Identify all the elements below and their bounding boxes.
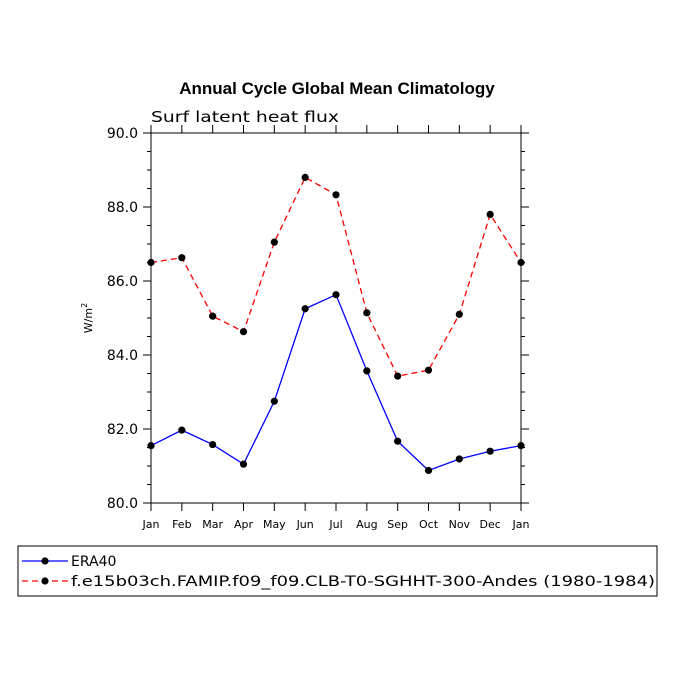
data-point: [394, 437, 402, 445]
legend-marker: [41, 577, 49, 585]
x-tick-label: Apr: [234, 518, 254, 531]
x-tick-label: Jun: [296, 518, 314, 531]
y-tick-label: 86.0: [107, 274, 138, 290]
y-tick-label: 90.0: [107, 126, 138, 142]
data-point: [270, 238, 278, 246]
x-tick-label: Mar: [202, 518, 223, 531]
data-point: [178, 426, 186, 434]
data-point: [147, 442, 155, 450]
data-point: [517, 258, 525, 267]
x-tick-label: Jan: [142, 518, 160, 531]
data-point: [455, 310, 463, 318]
y-axis-ticks: 80.0 82.0 84.0 86.0 88.0 90.0: [107, 126, 529, 512]
data-point: [363, 309, 371, 317]
data-point: [363, 367, 371, 375]
data-point: [394, 372, 402, 380]
chart-subtitle: Surf latent heat flux: [151, 108, 339, 126]
y-axis-label-unit: W/m: [82, 308, 95, 333]
data-point: [301, 173, 309, 181]
data-point: [239, 328, 248, 336]
y-axis-label-exponent: 2: [80, 303, 89, 308]
data-point: [332, 291, 340, 299]
data-point: [486, 447, 494, 455]
x-tick-label: Jul: [328, 518, 342, 531]
y-axis-label: W/m2: [80, 303, 95, 333]
legend-label: f.e15b03ch.FAMIP.f09_f09.CLB-T0-SGHHT-30…: [71, 574, 655, 590]
y-tick-label: 82.0: [107, 422, 138, 438]
x-tick-label: Oct: [419, 518, 439, 531]
data-point: [178, 254, 186, 262]
data-point: [209, 312, 217, 320]
data-point: [209, 440, 217, 449]
y-tick-label: 88.0: [107, 200, 138, 216]
data-point: [239, 460, 248, 468]
x-tick-label: Sep: [387, 518, 408, 531]
x-tick-label: May: [263, 518, 286, 531]
x-tick-label: Nov: [449, 518, 471, 531]
series-layer: [147, 173, 525, 475]
legend-label: ERA40: [71, 554, 116, 570]
chart-title: Annual Cycle Global Mean Climatology: [179, 79, 495, 98]
data-point: [332, 191, 340, 199]
plot-frame: [150, 132, 522, 504]
data-point: [424, 466, 433, 475]
legend: ERA40 f.e15b03ch.FAMIP.f09_f09.CLB-T0-SGH…: [22, 554, 655, 590]
y-tick-label: 80.0: [107, 496, 138, 512]
data-point: [301, 305, 309, 313]
data-point: [517, 442, 525, 450]
x-tick-label: Aug: [356, 518, 377, 531]
x-tick-label: Dec: [480, 518, 501, 531]
series-line: [150, 176, 522, 377]
x-tick-label: Jan: [512, 518, 530, 531]
series-line: [150, 293, 522, 472]
legend-box: [17, 545, 658, 597]
y-tick-label: 84.0: [107, 348, 138, 364]
x-axis-ticks: Jan Feb Mar Apr May Jun Jul Aug Sep Oct Nov Dec Jan: [142, 125, 530, 531]
x-tick-label: Feb: [172, 518, 191, 531]
data-point: [424, 366, 433, 374]
data-point: [270, 397, 278, 405]
legend-marker: [41, 557, 49, 565]
data-point: [147, 258, 155, 267]
data-point: [486, 210, 494, 218]
data-point: [455, 455, 463, 463]
